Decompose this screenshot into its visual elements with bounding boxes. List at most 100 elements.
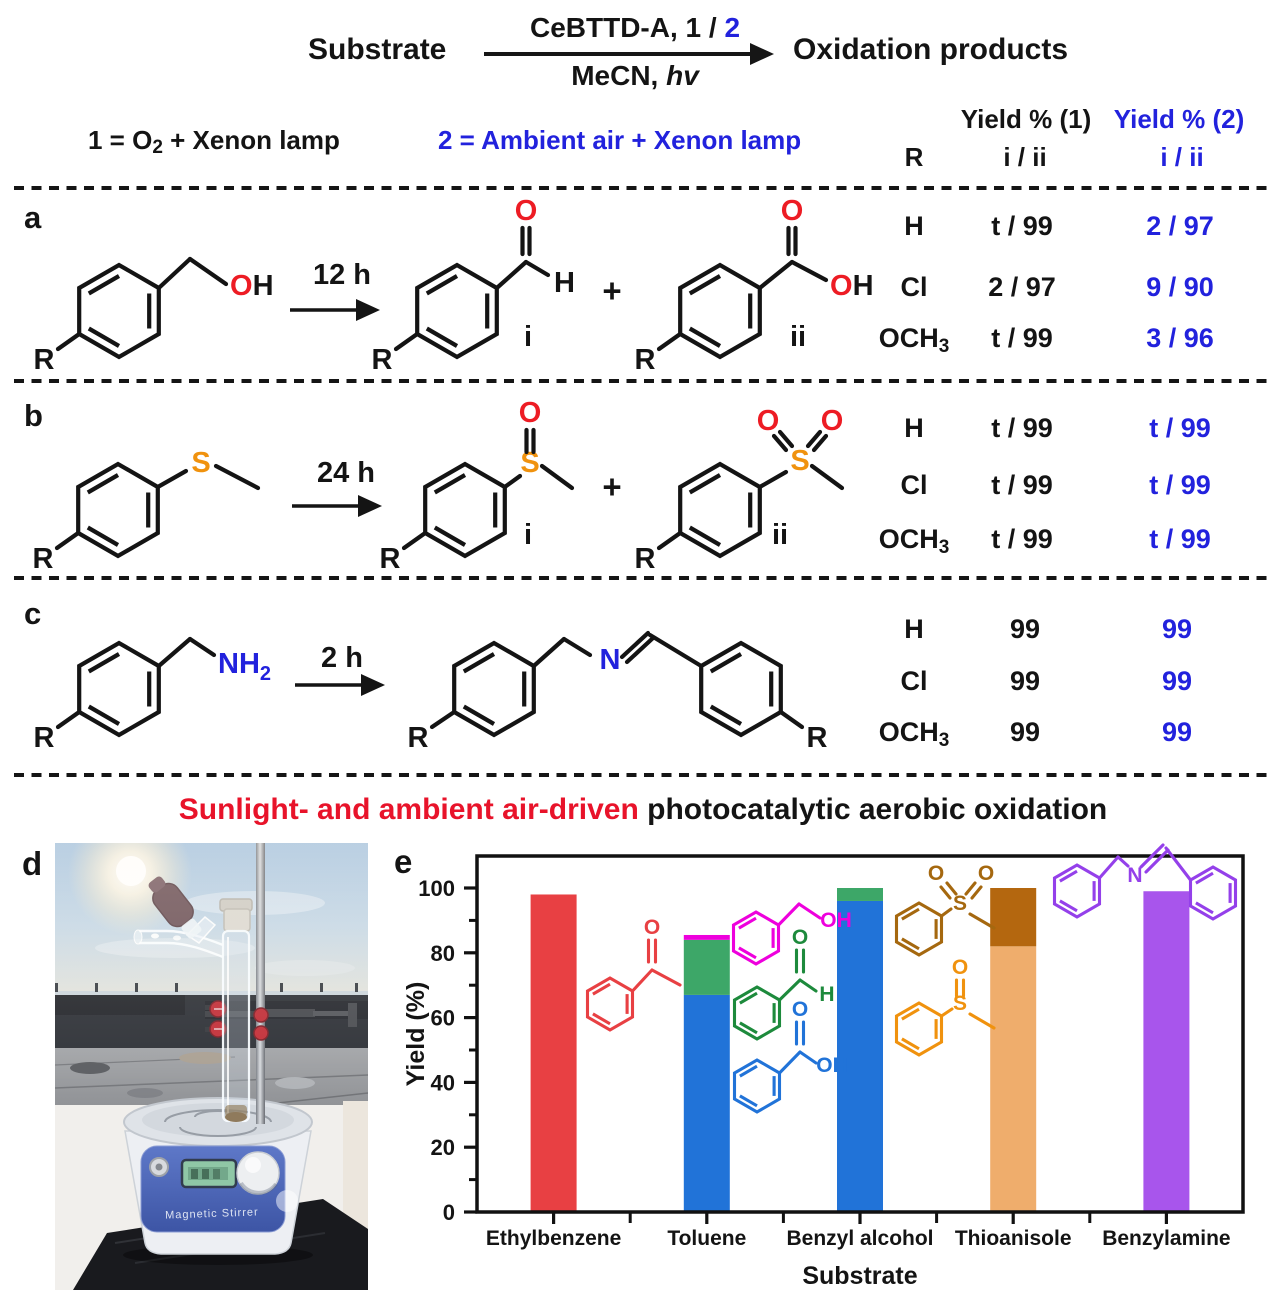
yield2-value: 99 xyxy=(1161,614,1193,644)
yield1-value: t / 99 xyxy=(991,413,1053,443)
r-value: OCH3 xyxy=(878,717,950,751)
reaction-b-structures: R S 24 h R S O i + R S O O xyxy=(33,397,845,575)
reaction-c-structures: R NH2 2 h R N R xyxy=(34,630,828,754)
yield1-value: t / 99 xyxy=(991,524,1053,554)
bar-segment-benzoic-acid xyxy=(683,994,730,1212)
y-tick-label: 40 xyxy=(431,1070,455,1095)
scheme-reagent: CeBTTD-A, 1 / 2 xyxy=(529,12,741,43)
r-value: H xyxy=(904,413,924,443)
arrowhead-icon xyxy=(358,495,382,517)
headline: Sunlight- and ambient air-driven photoca… xyxy=(178,793,1108,826)
yield1-value: t / 99 xyxy=(991,470,1053,500)
sulfoxide-structure: S O xyxy=(894,956,996,1057)
x-tick-label: Thioanisole xyxy=(955,1227,1072,1250)
yield1-value: 99 xyxy=(1009,717,1041,747)
yield1-value: 99 xyxy=(1009,666,1041,696)
yield1-header: Yield % (1) xyxy=(960,104,1092,134)
scheme-arrow xyxy=(484,52,752,56)
aldehyde-h-label: H xyxy=(554,267,575,299)
carbonyl-o-label: O xyxy=(515,195,538,227)
apparatus-photo: Magnetic Stirrer xyxy=(55,843,368,1290)
r-label: R xyxy=(372,344,393,376)
arrowhead-icon xyxy=(361,674,385,696)
y-tick-label: 100 xyxy=(418,876,455,901)
bar-segment-benzoic-acid xyxy=(837,900,883,1212)
r-label: R xyxy=(380,543,401,575)
panel-d-label: d xyxy=(22,845,43,882)
time-label-a: 12 h xyxy=(313,259,371,291)
yield1-value: t / 99 xyxy=(991,211,1053,241)
section-c-label: c xyxy=(24,596,42,631)
photo-haze xyxy=(55,843,368,1290)
oh-label: OH xyxy=(820,909,852,932)
yield2-value: t / 99 xyxy=(1149,470,1211,500)
o-label: O xyxy=(644,916,660,939)
r-value: Cl xyxy=(900,272,928,302)
acetophenone-structure: O xyxy=(585,916,682,1032)
scheme-products: Oxidation products xyxy=(793,33,1069,66)
yield2-value: t / 99 xyxy=(1149,524,1211,554)
section-b-label: b xyxy=(24,398,43,433)
sulfur-label: S xyxy=(790,445,809,477)
r-label: R xyxy=(635,344,656,376)
hydroxyl-label: OH xyxy=(230,270,274,302)
yield2-value: 99 xyxy=(1161,717,1193,747)
r-header: R xyxy=(904,142,924,172)
yield2-header: Yield % (2) xyxy=(1113,104,1245,134)
yield2-value: 99 xyxy=(1161,666,1193,696)
r-value: Cl xyxy=(900,470,928,500)
imine-n-label: N xyxy=(600,644,621,676)
sulfone-structure: S O O xyxy=(894,862,996,957)
section-a-label: a xyxy=(24,200,42,235)
scheme-solvent: MeCN, hv xyxy=(571,60,699,91)
amine-label: NH2 xyxy=(218,648,271,685)
bar-segment-benzaldehyde xyxy=(683,939,730,995)
yield1-value: t / 99 xyxy=(991,323,1053,353)
ratio2-header: i / ii xyxy=(1160,142,1204,172)
r-label: R xyxy=(408,722,429,754)
y-tick-label: 80 xyxy=(431,941,455,966)
h-label: H xyxy=(819,983,834,1006)
condition-2: 2 = Ambient air + Xenon lamp xyxy=(438,125,802,155)
arrowhead-icon xyxy=(356,299,380,321)
oh-label: OH xyxy=(816,1054,848,1077)
panel-e-label: e xyxy=(394,843,413,880)
scheme-substrate: Substrate xyxy=(308,33,447,66)
time-label-b: 24 h xyxy=(317,457,375,489)
reaction-a-structures: R OH 12 h R O H i + R O OH xyxy=(34,195,874,376)
plus-sign: + xyxy=(602,272,621,309)
bar-segment-acetophenone xyxy=(530,894,577,1212)
r-value: H xyxy=(904,614,924,644)
yield2-value: 9 / 90 xyxy=(1146,272,1214,302)
r-value: H xyxy=(904,211,924,241)
benzyl-alcohol-structure: OH xyxy=(731,902,852,966)
sulfone-o-label: O xyxy=(757,405,780,437)
r-label: R xyxy=(34,722,55,754)
r-label: R xyxy=(34,344,55,376)
o-label: O xyxy=(792,998,808,1021)
y-tick-label: 20 xyxy=(431,1135,455,1160)
o-label: O xyxy=(952,956,968,979)
sulfur-label: S xyxy=(191,447,210,479)
x-tick-label: Ethylbenzene xyxy=(486,1227,621,1250)
y-tick-label: 0 xyxy=(443,1200,455,1225)
bar-segment-methyl-phenyl-sulfone xyxy=(990,888,1037,947)
imine-structure: N xyxy=(1052,843,1238,921)
r-value: OCH3 xyxy=(878,323,950,357)
benzaldehyde-structure: O H xyxy=(732,926,835,1041)
yield1-value: 2 / 97 xyxy=(988,272,1056,302)
s-label: S xyxy=(953,992,967,1015)
yield1-value: 99 xyxy=(1009,614,1041,644)
bar-segment-benzaldehyde xyxy=(837,888,883,901)
sulfur-label: S xyxy=(520,447,539,479)
r-label: R xyxy=(635,543,656,575)
x-tick-label: Toluene xyxy=(667,1227,746,1250)
bar-segment-methyl-phenyl-sulfoxide xyxy=(990,946,1037,1212)
s-label: S xyxy=(953,892,967,915)
n-label: N xyxy=(1127,864,1142,887)
x-axis-label: Substrate xyxy=(802,1262,917,1290)
bar-segment-N-benzylidenebenzylamine xyxy=(1143,891,1190,1212)
yield2-value: 2 / 97 xyxy=(1146,211,1214,241)
condition-1: 1 = O2 + Xenon lamp xyxy=(88,125,340,158)
